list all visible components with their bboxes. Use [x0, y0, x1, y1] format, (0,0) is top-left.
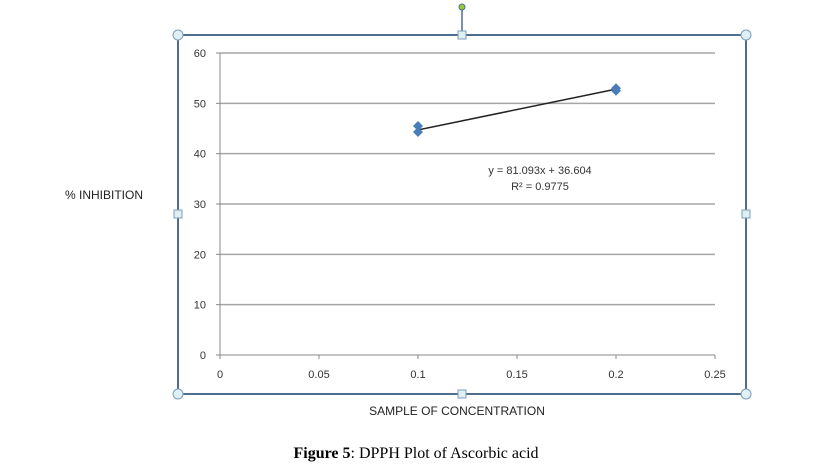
data-point — [413, 120, 423, 131]
y-tick-label: 10 — [194, 300, 206, 312]
figure-caption: Figure 5: DPPH Plot of Ascorbic acid — [0, 445, 832, 463]
side-resize-handle — [457, 30, 467, 40]
data-point — [611, 85, 621, 96]
chart-frame — [177, 34, 747, 395]
y-tick-label: 50 — [194, 98, 206, 110]
trendline — [417, 88, 617, 131]
corner-resize-handle — [740, 388, 752, 400]
side-resize-handle — [173, 209, 183, 219]
y-tick-label: 30 — [194, 199, 206, 211]
corner-resize-handle — [172, 29, 184, 41]
caption-label: Figure 5 — [293, 445, 351, 462]
y-axis-label: % INHIBITION — [65, 188, 143, 202]
caption-text: : DPPH Plot of Ascorbic acid — [350, 445, 539, 462]
x-tick-label: 0.2 — [608, 369, 623, 381]
side-resize-handle — [457, 389, 467, 399]
y-tick-label: 0 — [200, 350, 206, 362]
trendline-equation: y = 81.093x + 36.604 — [488, 165, 591, 177]
x-tick-label: 0.15 — [506, 369, 527, 381]
x-tick-label: 0.1 — [410, 369, 425, 381]
x-tick-label: 0 — [217, 369, 223, 381]
y-tick-label: 60 — [194, 48, 206, 60]
trendline-r2: R² = 0.9775 — [511, 181, 569, 193]
x-tick-label: 0.25 — [704, 369, 725, 381]
y-tick-label: 40 — [194, 149, 206, 161]
y-tick-label: 20 — [194, 249, 206, 261]
side-resize-handle — [741, 209, 751, 219]
corner-resize-handle — [172, 388, 184, 400]
data-point — [413, 127, 423, 138]
rotate-handle — [458, 3, 466, 11]
x-tick-label: 0.05 — [308, 369, 329, 381]
corner-resize-handle — [740, 29, 752, 41]
x-axis-label: SAMPLE OF CONCENTRATION — [369, 404, 545, 418]
